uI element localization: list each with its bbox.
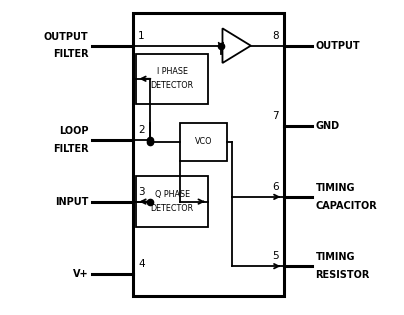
Text: I PHASE: I PHASE xyxy=(157,67,187,76)
Text: DETECTOR: DETECTOR xyxy=(151,81,194,90)
Text: 1: 1 xyxy=(138,31,145,41)
Text: LOOP: LOOP xyxy=(59,126,88,136)
Text: 3: 3 xyxy=(138,186,145,197)
Text: V+: V+ xyxy=(73,269,88,279)
Polygon shape xyxy=(223,28,251,63)
Text: 6: 6 xyxy=(272,182,278,192)
Text: INPUT: INPUT xyxy=(55,197,88,207)
Text: 8: 8 xyxy=(272,31,278,41)
Text: 2: 2 xyxy=(138,125,145,135)
Text: DETECTOR: DETECTOR xyxy=(151,204,194,213)
Text: 5: 5 xyxy=(272,251,278,261)
Text: RESISTOR: RESISTOR xyxy=(316,270,370,280)
Bar xyxy=(136,54,208,104)
Text: TIMING: TIMING xyxy=(316,183,355,193)
Text: VCO: VCO xyxy=(195,137,213,146)
Text: GND: GND xyxy=(316,121,339,131)
Text: FILTER: FILTER xyxy=(53,49,88,60)
Text: FILTER: FILTER xyxy=(53,144,88,154)
Text: TIMING: TIMING xyxy=(316,252,355,262)
Bar xyxy=(136,176,208,227)
Text: 4: 4 xyxy=(138,259,145,269)
Text: CAPACITOR: CAPACITOR xyxy=(316,201,377,211)
Bar xyxy=(133,13,284,296)
Text: Q PHASE: Q PHASE xyxy=(154,190,189,199)
Text: 7: 7 xyxy=(272,111,278,121)
Text: OUTPUT: OUTPUT xyxy=(44,32,88,42)
Bar xyxy=(180,123,227,161)
Text: OUTPUT: OUTPUT xyxy=(316,41,360,51)
